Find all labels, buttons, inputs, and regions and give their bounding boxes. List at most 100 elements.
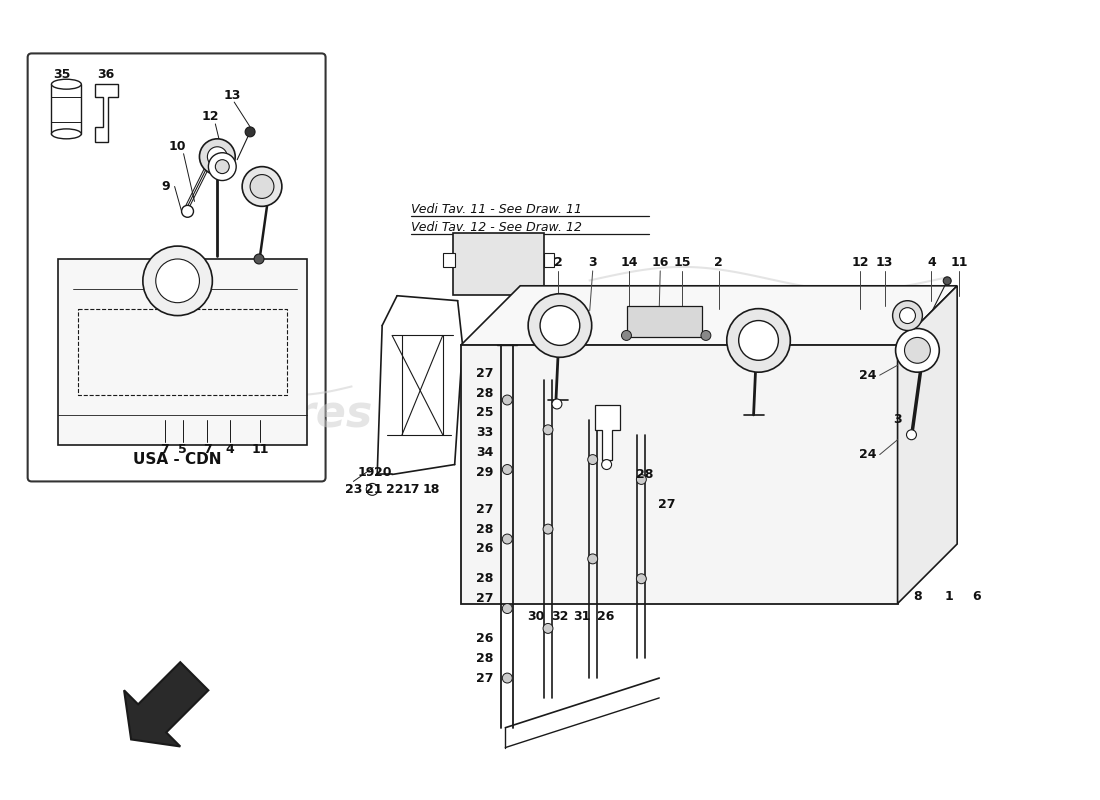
Text: 4: 4 (226, 443, 234, 456)
Circle shape (621, 330, 631, 341)
Bar (442, 253, 454, 267)
Circle shape (727, 309, 790, 372)
Text: 1: 1 (945, 590, 954, 603)
Bar (453, 233, 544, 294)
Text: 26: 26 (476, 542, 493, 555)
Text: 28: 28 (476, 386, 493, 399)
Circle shape (587, 454, 597, 465)
Circle shape (199, 139, 235, 174)
Circle shape (543, 425, 553, 434)
FancyBboxPatch shape (28, 54, 326, 482)
Text: 31: 31 (573, 610, 591, 623)
Text: 27: 27 (475, 671, 493, 685)
Text: 20: 20 (374, 466, 392, 479)
Text: 21: 21 (365, 483, 383, 496)
Text: 22: 22 (386, 483, 404, 496)
Text: 8: 8 (913, 590, 922, 603)
Text: eurospares: eurospares (602, 285, 935, 337)
Circle shape (701, 330, 711, 341)
Text: Vedi Tav. 12 - See Draw. 12: Vedi Tav. 12 - See Draw. 12 (411, 221, 582, 234)
Circle shape (503, 603, 513, 614)
Circle shape (503, 673, 513, 683)
Circle shape (156, 259, 199, 302)
Circle shape (242, 166, 282, 206)
Circle shape (208, 146, 228, 166)
Bar (627, 306, 702, 338)
Circle shape (637, 574, 647, 584)
Text: 28: 28 (476, 572, 493, 586)
Circle shape (602, 459, 612, 470)
Text: 14: 14 (620, 257, 638, 270)
Text: 17: 17 (403, 483, 420, 496)
Text: 7: 7 (204, 443, 212, 456)
Circle shape (366, 483, 378, 495)
Text: 6: 6 (972, 590, 981, 603)
Text: 13: 13 (223, 89, 241, 102)
Text: 28: 28 (476, 652, 493, 665)
Polygon shape (595, 405, 619, 459)
Text: 35: 35 (53, 68, 70, 81)
Text: 27: 27 (475, 592, 493, 605)
Ellipse shape (52, 79, 81, 89)
Text: 11: 11 (950, 257, 968, 270)
Circle shape (503, 465, 513, 474)
Text: 2: 2 (553, 257, 562, 270)
Text: 13: 13 (876, 257, 893, 270)
Circle shape (528, 294, 592, 358)
Circle shape (543, 524, 553, 534)
Circle shape (250, 174, 274, 198)
Circle shape (904, 338, 931, 363)
Text: USA - CDN: USA - CDN (133, 452, 222, 467)
Text: 25: 25 (475, 406, 493, 419)
Bar (58, 259, 307, 445)
Polygon shape (124, 662, 208, 746)
Circle shape (182, 206, 194, 218)
Text: 36: 36 (98, 68, 114, 81)
Text: 33: 33 (476, 426, 493, 439)
Text: 27: 27 (475, 366, 493, 380)
Circle shape (503, 534, 513, 544)
Bar (52, 84, 81, 134)
Text: 24: 24 (859, 369, 877, 382)
Polygon shape (898, 286, 957, 603)
Circle shape (944, 277, 952, 285)
Text: 11: 11 (251, 443, 268, 456)
Circle shape (503, 395, 513, 405)
Text: 12: 12 (201, 110, 219, 123)
Text: 27: 27 (659, 498, 675, 510)
Text: 3: 3 (893, 414, 902, 426)
Polygon shape (461, 346, 898, 603)
Circle shape (208, 153, 236, 181)
Text: 24: 24 (859, 448, 877, 461)
Circle shape (245, 127, 255, 137)
Text: 19: 19 (358, 466, 375, 479)
Circle shape (900, 308, 915, 323)
Circle shape (906, 430, 916, 440)
Circle shape (739, 321, 779, 360)
Text: eurospares: eurospares (91, 394, 373, 436)
Text: 30: 30 (527, 610, 544, 623)
Ellipse shape (52, 129, 81, 139)
Text: 28: 28 (476, 522, 493, 535)
Text: 15: 15 (673, 257, 691, 270)
Text: 5: 5 (178, 443, 187, 456)
Bar (544, 253, 554, 267)
Polygon shape (461, 286, 957, 346)
Text: 18: 18 (422, 483, 440, 496)
Text: 9: 9 (162, 180, 170, 193)
Polygon shape (96, 84, 118, 142)
Text: 34: 34 (476, 446, 493, 459)
Circle shape (552, 399, 562, 409)
Circle shape (216, 160, 229, 174)
Circle shape (254, 254, 264, 264)
Text: 2: 2 (714, 257, 723, 270)
Circle shape (143, 246, 212, 315)
Text: 26: 26 (597, 610, 614, 623)
Text: Vedi Tav. 11 - See Draw. 11: Vedi Tav. 11 - See Draw. 11 (411, 203, 582, 216)
Text: 10: 10 (169, 140, 186, 154)
Text: 23: 23 (344, 483, 362, 496)
Text: 27: 27 (475, 502, 493, 516)
Text: 28: 28 (636, 468, 653, 481)
Circle shape (637, 474, 647, 485)
Text: 4: 4 (927, 257, 936, 270)
